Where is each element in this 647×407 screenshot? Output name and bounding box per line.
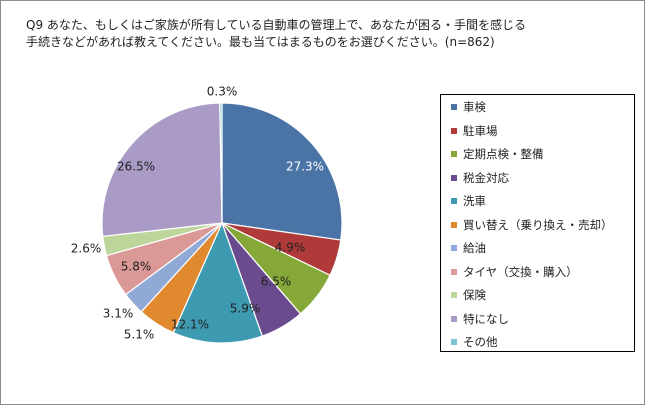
legend-label: 車検 <box>463 100 486 114</box>
legend-swatch <box>451 127 457 134</box>
data-label-11: 0.3% <box>207 85 238 99</box>
legend-item-3: 定期点検・整備 <box>451 146 544 162</box>
legend-swatch <box>451 245 457 251</box>
legend-swatch <box>451 198 457 204</box>
pie-slice-11 <box>219 102 223 224</box>
chart-title: Q9 あなた、もしくはご家族が所有している自動車の管理上で、あなたが困る・手間を… <box>26 17 626 51</box>
legend-label: タイヤ（交換・購入） <box>463 264 578 279</box>
data-label-3: 6.5% <box>261 275 292 289</box>
pie-slice-5 <box>172 221 264 344</box>
legend-label: 特になし <box>463 311 509 326</box>
data-label-7: 3.1% <box>103 307 134 321</box>
legend-item-5: 洗車 <box>451 193 486 209</box>
legend-item-8: タイヤ（交換・購入） <box>451 264 578 280</box>
data-label-10: 26.5% <box>117 160 155 174</box>
data-label-1: 27.3% <box>286 160 324 174</box>
chart-legend: 車検駐車場定期点検・整備 税金対応洗車買い替え（乗り換え・売却） 給油タイヤ（交換・… <box>440 94 635 352</box>
legend-item-2: 駐車場 <box>451 123 498 139</box>
legend-label: 駐車場 <box>463 123 498 138</box>
data-label-6: 5.1% <box>124 328 155 342</box>
legend-label: 保険 <box>463 288 486 302</box>
legend-swatch <box>451 292 457 298</box>
legend-label: その他 <box>463 335 498 349</box>
legend-item-11: その他 <box>451 334 498 350</box>
chart-title-line-1: Q9 あなた、もしくはご家族が所有している自動車の管理上で、あなたが困る・手間を… <box>26 18 527 32</box>
legend-item-6: 買い替え（乗り換え・売却） <box>451 217 613 233</box>
legend-swatch <box>451 339 457 345</box>
pie-slice-1 <box>221 102 343 241</box>
data-label-8: 5.8% <box>121 260 152 274</box>
data-label-2: 4.9% <box>275 241 306 255</box>
legend-swatch <box>451 221 457 228</box>
legend-swatch <box>451 268 457 275</box>
legend-label: 給油 <box>463 241 486 255</box>
data-label-5: 12.1% <box>171 318 209 332</box>
legend-item-1: 車検 <box>451 99 486 115</box>
legend-swatch <box>451 315 457 322</box>
legend-swatch <box>451 104 457 110</box>
legend-swatch <box>451 151 457 157</box>
pie-slice-10 <box>101 102 223 238</box>
chart-title-line-2: 手続きなどがあれば教えてください。最も当てはまるものをお選びください。(n=86… <box>26 35 495 49</box>
legend-label: 買い替え（乗り換え・売却） <box>463 217 613 232</box>
data-label-9: 2.6% <box>71 242 102 256</box>
legend-label: 定期点検・整備 <box>463 147 544 161</box>
legend-swatch <box>451 174 457 181</box>
data-label-4: 5.9% <box>230 302 261 316</box>
legend-item-9: 保険 <box>451 287 486 303</box>
legend-label: 税金対応 <box>463 170 509 185</box>
legend-item-10: 特になし <box>451 311 509 327</box>
legend-item-4: 税金対応 <box>451 170 509 186</box>
legend-label: 洗車 <box>463 194 486 208</box>
legend-item-7: 給油 <box>451 240 486 256</box>
